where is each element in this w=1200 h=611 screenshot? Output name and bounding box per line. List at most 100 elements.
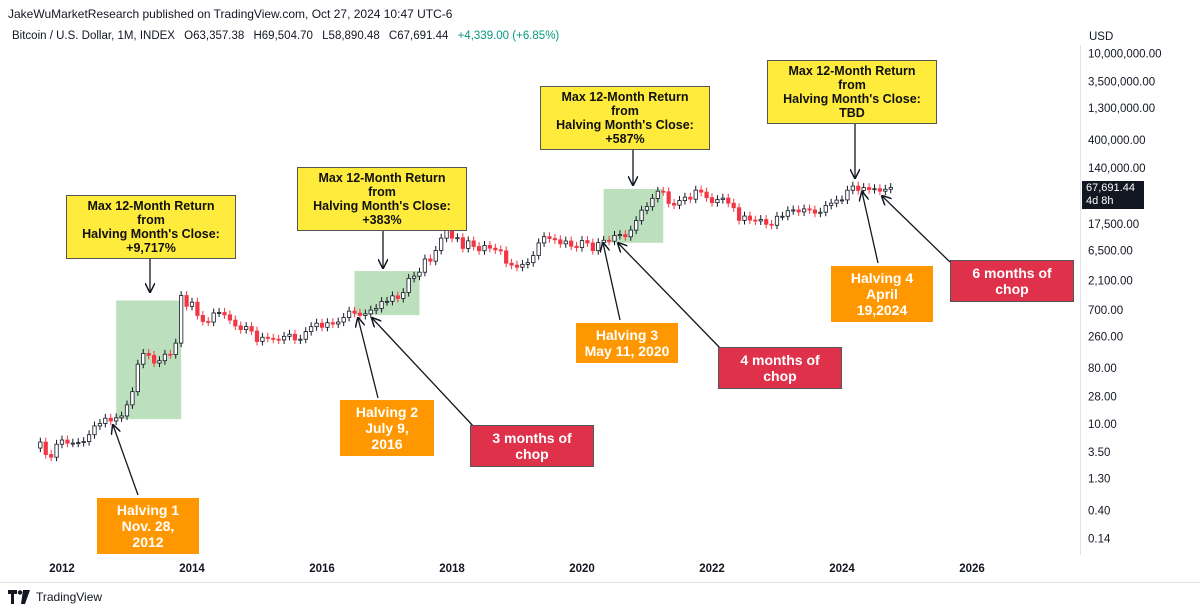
candle-2012-12 xyxy=(119,411,124,422)
candle-2018-12 xyxy=(509,258,514,270)
candle-2020-10 xyxy=(628,225,633,241)
y-tick-label: 10.00 xyxy=(1088,419,1117,431)
candle-2012-01 xyxy=(59,435,65,449)
candle-2021-03 xyxy=(655,186,660,203)
y-tick-label: 6,500.00 xyxy=(1088,245,1133,257)
y-tick-label: 2,100.00 xyxy=(1088,276,1133,288)
candle-2011-11 xyxy=(49,450,54,462)
symbol-name[interactable]: Bitcoin / U.S. Dollar, 1M, INDEX xyxy=(12,30,175,42)
candle-2015-08 xyxy=(292,329,298,344)
x-tick-label: 2020 xyxy=(569,563,595,575)
candle-2016-06 xyxy=(346,306,352,322)
candle-2023-11 xyxy=(829,198,834,210)
candle-2024-10 xyxy=(888,183,893,194)
candle-2020-08 xyxy=(617,230,623,240)
halving-note-3: Halving 3 May 11, 2020 xyxy=(576,323,678,363)
ohlc-high: H69,504.70 xyxy=(253,30,313,42)
candle-2014-08 xyxy=(227,310,233,325)
highlight-zone-1 xyxy=(116,300,182,420)
candle-2019-08 xyxy=(552,234,558,244)
y-tick-label: 1,300,000.00 xyxy=(1088,103,1155,115)
candle-2022-03 xyxy=(720,193,725,204)
price-axis-divider xyxy=(1080,45,1081,555)
highlight-zone-3 xyxy=(603,188,664,243)
last-price-value: 67,691.44 xyxy=(1086,182,1135,194)
candle-2024-08 xyxy=(877,184,883,196)
candle-2017-03 xyxy=(395,291,400,303)
candle-2018-11 xyxy=(504,246,509,268)
candle-2012-07 xyxy=(92,421,97,439)
candle-2012-03 xyxy=(70,438,75,448)
candle-2023-02 xyxy=(780,211,785,221)
candle-2024-04 xyxy=(856,181,861,195)
x-tick-label: 2012 xyxy=(49,563,75,575)
candle-2023-04 xyxy=(791,205,796,215)
candle-2012-04 xyxy=(76,438,81,448)
candle-2017-09 xyxy=(428,254,433,266)
candle-2015-01 xyxy=(254,326,260,346)
publisher-header: JakeWuMarketResearch published on Tradin… xyxy=(8,7,453,21)
candle-2013-10 xyxy=(173,338,178,359)
return-note-2: Max 12-Month Return from Halving Month's… xyxy=(297,167,467,231)
candle-2014-09 xyxy=(233,315,238,330)
candle-2014-11 xyxy=(244,322,249,334)
candle-2020-01 xyxy=(579,236,585,252)
candle-2018-09 xyxy=(493,243,498,254)
candle-2012-08 xyxy=(97,419,103,430)
x-tick-label: 2018 xyxy=(439,563,465,575)
y-tick-label: 3,500,000.00 xyxy=(1088,77,1155,89)
candle-2022-11 xyxy=(764,215,769,229)
candle-2022-07 xyxy=(742,211,747,225)
tradingview-brand: TradingView xyxy=(36,590,103,604)
candle-2014-03 xyxy=(200,311,205,326)
candle-2013-03 xyxy=(135,359,140,396)
candle-2016-09 xyxy=(363,309,368,320)
candle-2019-07 xyxy=(547,232,552,243)
candle-2013-05 xyxy=(146,348,151,360)
candle-2012-09 xyxy=(103,413,108,428)
candle-2022-06 xyxy=(736,203,742,225)
candle-2013-02 xyxy=(130,387,135,409)
candle-2021-07 xyxy=(677,196,682,210)
x-tick-label: 2024 xyxy=(829,563,855,575)
footer-divider xyxy=(0,582,1200,583)
tradingview-logo[interactable]: TradingView xyxy=(8,590,102,604)
candle-2021-01 xyxy=(644,202,650,215)
candle-2022-04 xyxy=(726,193,731,208)
x-tick-label: 2022 xyxy=(699,563,725,575)
candle-2021-04 xyxy=(661,186,666,196)
candle-2024-01 xyxy=(839,195,845,205)
candle-2021-05 xyxy=(666,187,671,208)
candle-2013-01 xyxy=(124,400,130,420)
candle-2020-03 xyxy=(590,238,595,255)
candle-2023-03 xyxy=(785,206,790,221)
candle-2017-08 xyxy=(422,254,428,277)
candle-2019-04 xyxy=(531,251,536,267)
currency-label[interactable]: USD xyxy=(1089,31,1114,43)
arrow-halving-4 xyxy=(862,192,879,264)
candle-2012-10 xyxy=(108,413,113,426)
candle-2013-12 xyxy=(184,291,189,311)
candle-2012-06 xyxy=(86,430,92,446)
candle-2021-12 xyxy=(704,187,709,202)
candle-2015-03 xyxy=(265,332,270,343)
candle-2019-09 xyxy=(558,235,563,248)
candle-2012-02 xyxy=(65,435,70,448)
candle-2024-03 xyxy=(850,181,855,195)
arrow-halving-1 xyxy=(113,425,139,496)
candle-2013-08 xyxy=(162,349,168,365)
candle-2015-09 xyxy=(298,334,303,344)
candle-2015-04 xyxy=(271,333,276,344)
highlight-zone-2 xyxy=(354,271,420,316)
candle-2019-02 xyxy=(520,259,525,272)
candle-2023-09 xyxy=(818,207,823,218)
candle-2016-07 xyxy=(352,306,357,318)
candle-2017-10 xyxy=(433,246,438,266)
ohlc-change: +4,339.00 (+6.85%) xyxy=(457,30,560,42)
candle-2017-05 xyxy=(406,273,411,297)
candle-2019-03 xyxy=(525,258,530,269)
candle-2015-12 xyxy=(314,318,319,331)
candle-2016-05 xyxy=(341,313,346,327)
return-note-1: Max 12-Month Return from Halving Month's… xyxy=(66,195,236,259)
